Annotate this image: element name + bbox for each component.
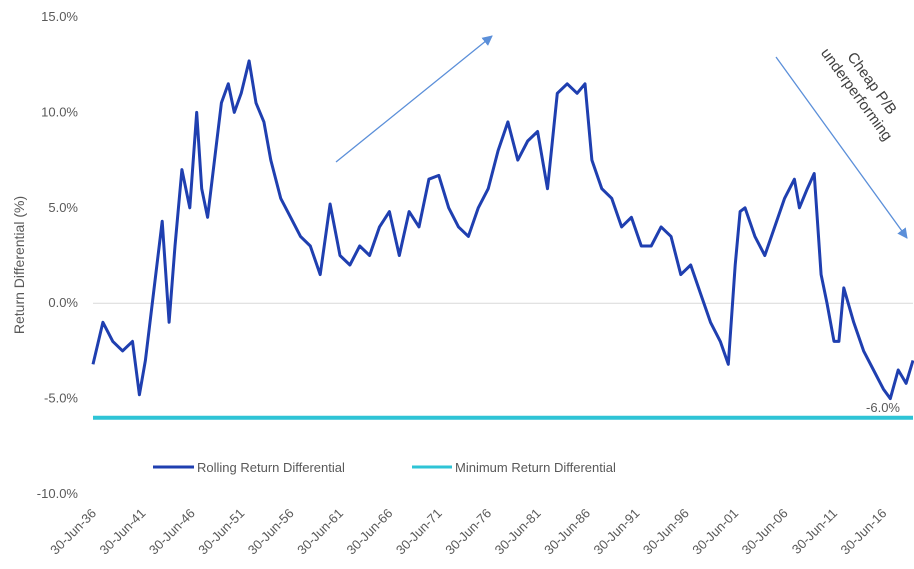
x-tick-label: 30-Jun-41 xyxy=(97,506,149,558)
annotation: Cheap P/B underperforming xyxy=(817,45,900,144)
y-tick-label: -10.0% xyxy=(37,486,79,501)
x-tick-label: 30-Jun-56 xyxy=(245,506,297,558)
y-tick-labels: 15.0% 10.0% 5.0% 0.0% -5.0% -10.0% xyxy=(37,9,79,501)
x-tick-label: 30-Jun-76 xyxy=(442,506,494,558)
upward-trend-arrow xyxy=(335,35,493,163)
y-tick-label: 5.0% xyxy=(48,200,78,215)
y-axis-label: Return Differential (%) xyxy=(11,196,27,334)
min-value-label: -6.0% xyxy=(866,400,900,415)
x-tick-label: 30-Jun-61 xyxy=(294,506,346,558)
x-tick-label: 30-Jun-16 xyxy=(837,506,889,558)
x-tick-label: 30-Jun-36 xyxy=(47,506,99,558)
x-tick-label: 30-Jun-86 xyxy=(541,506,593,558)
x-tick-labels: 30-Jun-3630-Jun-4130-Jun-4630-Jun-5130-J… xyxy=(47,506,889,558)
x-tick-label: 30-Jun-91 xyxy=(590,506,642,558)
legend-label-minimum: Minimum Return Differential xyxy=(455,460,616,475)
x-tick-label: 30-Jun-06 xyxy=(739,506,791,558)
x-tick-label: 30-Jun-51 xyxy=(195,506,247,558)
y-tick-label: 10.0% xyxy=(41,104,78,119)
x-tick-label: 30-Jun-46 xyxy=(146,506,198,558)
x-tick-label: 30-Jun-71 xyxy=(393,506,445,558)
x-tick-label: 30-Jun-11 xyxy=(789,506,840,557)
series-line-rolling-return xyxy=(91,59,914,401)
y-tick-label: -5.0% xyxy=(44,391,78,406)
x-tick-label: 30-Jun-96 xyxy=(640,506,692,558)
y-tick-label: 0.0% xyxy=(48,295,78,310)
downward-trend-arrow xyxy=(775,56,908,239)
series-layer xyxy=(91,59,914,420)
legend: Rolling Return Differential Minimum Retu… xyxy=(153,460,616,475)
x-tick-label: 30-Jun-01 xyxy=(689,506,741,558)
x-tick-label: 30-Jun-66 xyxy=(344,506,396,558)
y-tick-label: 15.0% xyxy=(41,9,78,24)
x-tick-label: 30-Jun-81 xyxy=(492,506,544,558)
legend-label-rolling: Rolling Return Differential xyxy=(197,460,345,475)
